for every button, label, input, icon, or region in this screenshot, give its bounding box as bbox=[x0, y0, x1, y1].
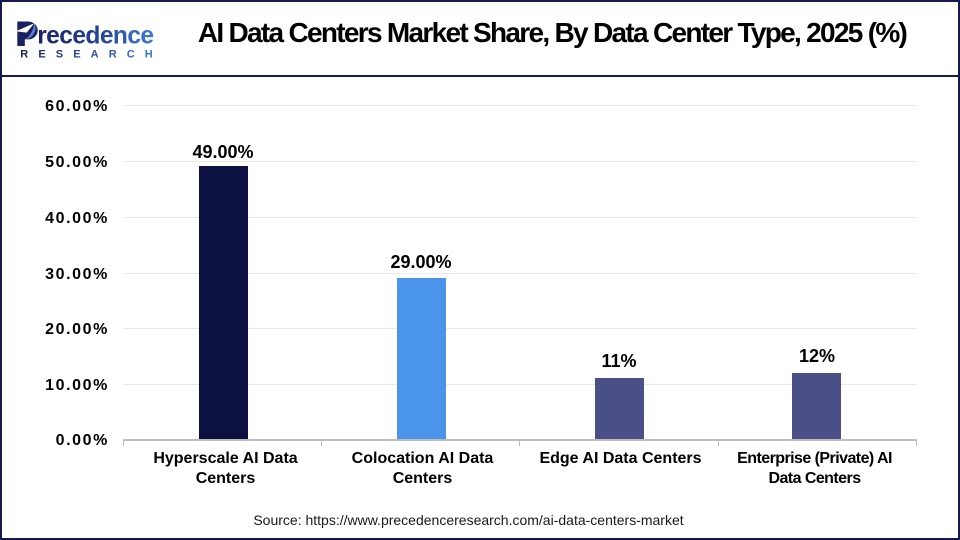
svg-text:RESEARCH: RESEARCH bbox=[20, 48, 163, 60]
svg-text:recedence: recedence bbox=[37, 23, 153, 50]
